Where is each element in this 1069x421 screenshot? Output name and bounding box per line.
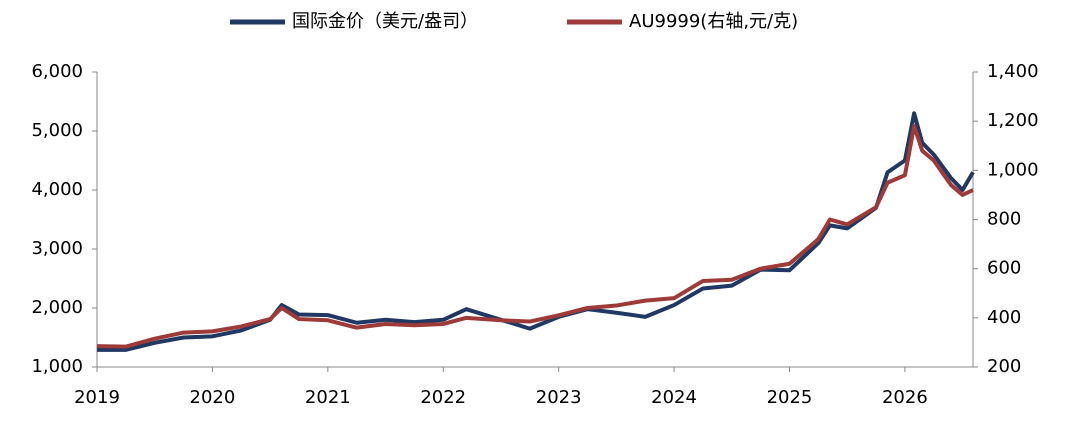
y2-tick-label: 200 [987,356,1021,377]
y-tick-label: 2,000 [31,297,83,318]
x-tick-label: 2022 [420,387,466,408]
y-tick-label: 3,000 [31,238,83,259]
legend-label: AU9999(右轴,元/克) [629,11,798,32]
series-line [96,124,974,349]
x-tick-label: 2020 [190,387,236,408]
x-tick-label: 2019 [74,387,120,408]
legend-label: 国际金价（美元/盎司） [292,11,478,32]
y-tick-label: 4,000 [31,179,83,200]
series-line [97,111,975,352]
x-tick-label: 2026 [882,387,928,408]
y-tick-label: 6,000 [31,61,83,82]
x-tick-label: 2024 [651,387,697,408]
x-tick-label: 2025 [767,387,813,408]
y2-tick-label: 1,200 [987,110,1039,131]
y2-tick-label: 1,000 [987,159,1039,180]
x-tick-label: 2021 [305,387,351,408]
x-tick-label: 2023 [536,387,582,408]
y-tick-label: 5,000 [31,120,83,141]
y2-tick-label: 400 [987,307,1021,328]
y2-tick-label: 1,400 [987,61,1039,82]
y2-tick-label: 600 [987,258,1021,279]
y-tick-label: 1,000 [31,356,83,377]
y2-tick-label: 800 [987,209,1021,230]
